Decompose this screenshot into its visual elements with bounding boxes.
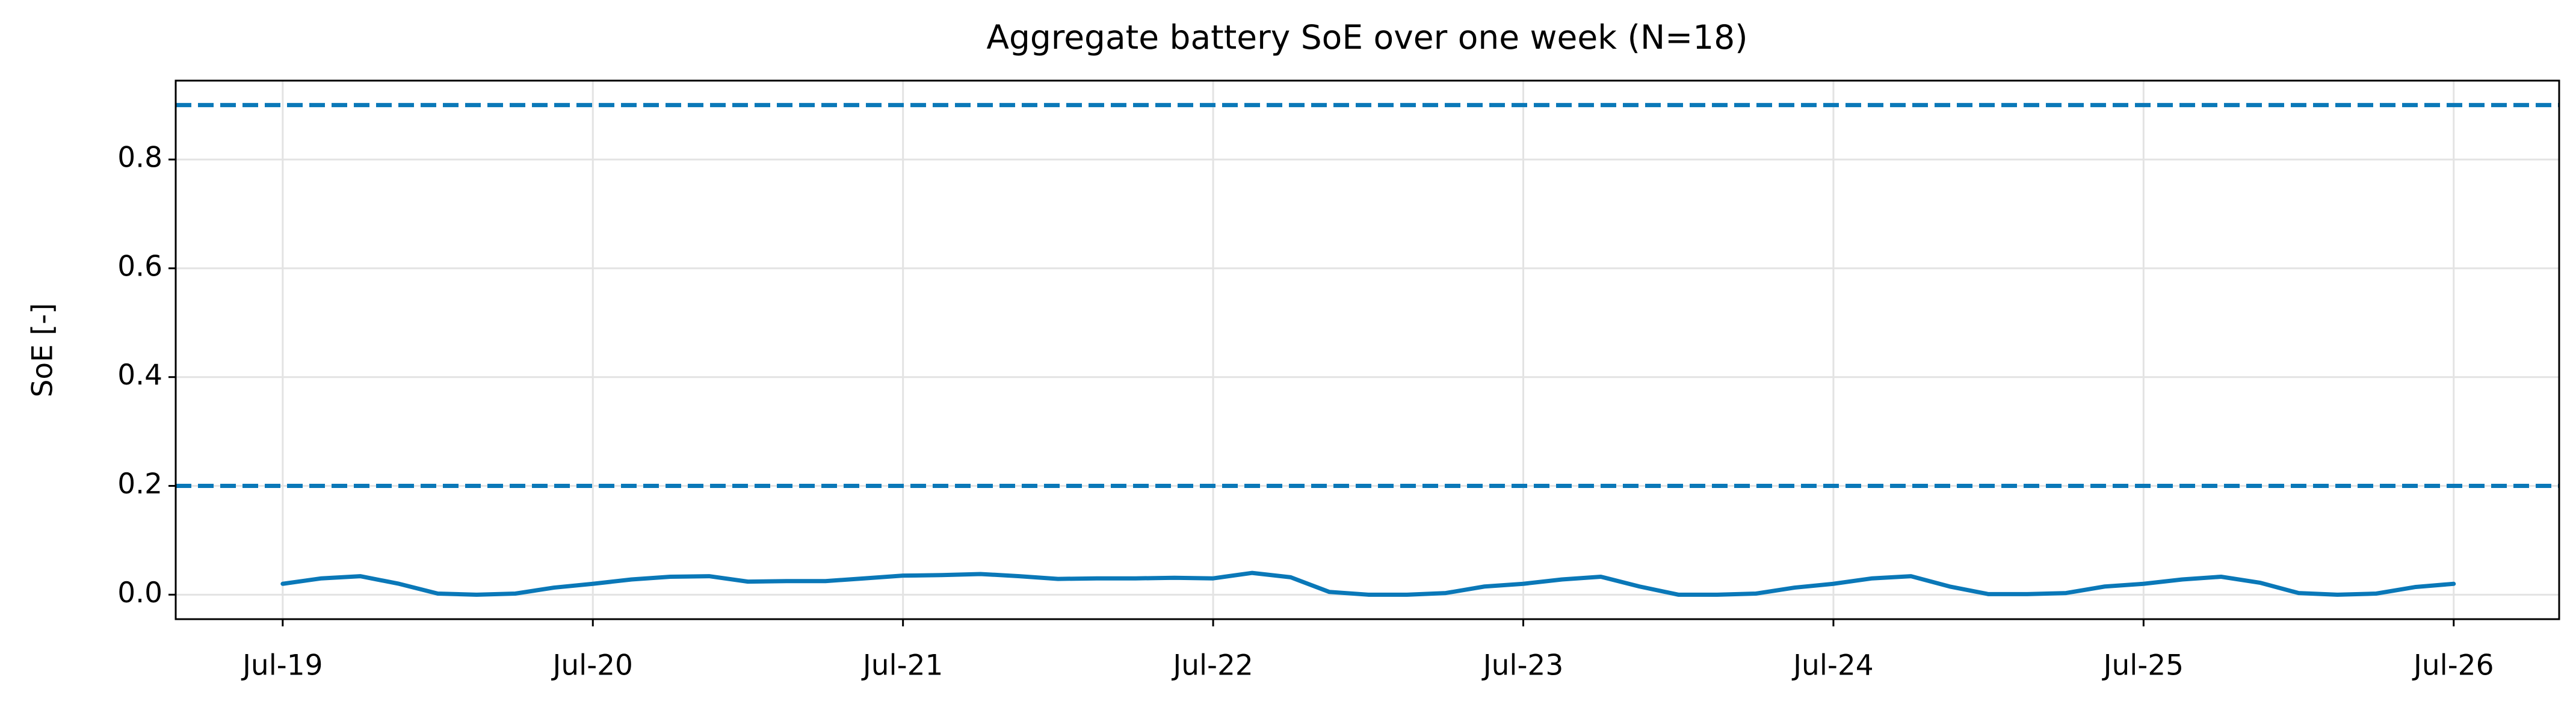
x-tick-label: Jul-24 [1791,649,1873,682]
y-tick-label: 0.6 [117,250,162,283]
x-tick-label: Jul-19 [241,649,323,682]
x-tick-label: Jul-25 [2102,649,2184,682]
y-tick-label: 0.2 [117,468,162,501]
chart-title: Aggregate battery SoE over one week (N=1… [986,18,1747,57]
x-tick-label: Jul-20 [551,649,632,682]
data-line [280,570,2456,597]
y-tick-label: 0.0 [117,576,162,610]
plot-frame [175,79,2560,620]
x-tick-label: Jul-22 [1171,649,1253,682]
x-tick-label: Jul-21 [861,649,943,682]
x-tick-label: Jul-26 [2412,649,2494,682]
y-tick-label: 0.4 [117,359,162,392]
y-tick-label: 0.8 [117,141,162,174]
x-tick-label: Jul-23 [1481,649,1563,682]
y-axis-label: SoE [-] [26,303,60,398]
